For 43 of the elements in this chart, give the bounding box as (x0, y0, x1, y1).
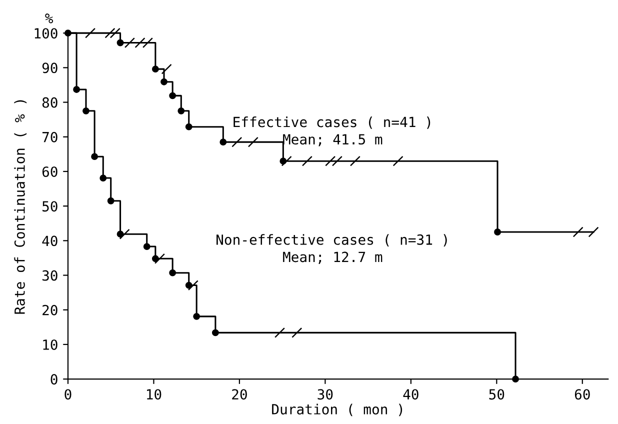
annotation: Non-effective cases ( n=31 ) (216, 234, 447, 247)
x-axis-title: Duration ( mon ) (272, 404, 402, 416)
y-tick-label: 30 (42, 270, 58, 281)
point (107, 197, 114, 204)
point (212, 329, 219, 336)
y-tick-label: 90 (42, 62, 58, 74)
annotation: Mean; 41.5 m (283, 134, 382, 146)
annotation: Effective cases ( n=41 ) (234, 116, 430, 129)
x-tick-label: 10 (147, 389, 162, 400)
annotation: Mean; 12.7 m (283, 252, 382, 264)
x-tick-label: 40 (403, 389, 418, 400)
y-tick-label: 0 (50, 374, 58, 385)
y-tick-label: 60 (42, 166, 58, 177)
point (494, 228, 501, 236)
x-tick-label: 60 (574, 389, 590, 400)
point (169, 92, 176, 100)
point (185, 123, 192, 130)
x-tick-label: 20 (232, 389, 247, 400)
y-axis-title: Rate of Continuation ( % ) (14, 100, 27, 314)
y-tick-label: 20 (42, 304, 58, 316)
point (100, 174, 107, 182)
point (91, 153, 98, 160)
y-tick-label: 100 (34, 28, 58, 39)
y-tick-label: 40 (42, 236, 58, 246)
y-tick-label: 70 (42, 132, 58, 142)
y-tick-label: 10 (43, 339, 58, 350)
point (82, 107, 90, 114)
point (143, 243, 150, 250)
point (512, 376, 519, 383)
y-tick-label: 80 (42, 97, 58, 108)
point (193, 312, 200, 320)
x-tick-label: 30 (318, 389, 333, 400)
text: % (45, 14, 54, 24)
x-tick-label: 50 (489, 389, 504, 400)
y-tick-label: 50 (42, 201, 58, 212)
point (220, 138, 227, 146)
point (160, 78, 168, 86)
point (116, 39, 124, 46)
point (152, 66, 159, 73)
point (178, 107, 185, 114)
x-tick-label: 0 (64, 389, 72, 400)
point (73, 86, 80, 93)
point (169, 269, 176, 276)
